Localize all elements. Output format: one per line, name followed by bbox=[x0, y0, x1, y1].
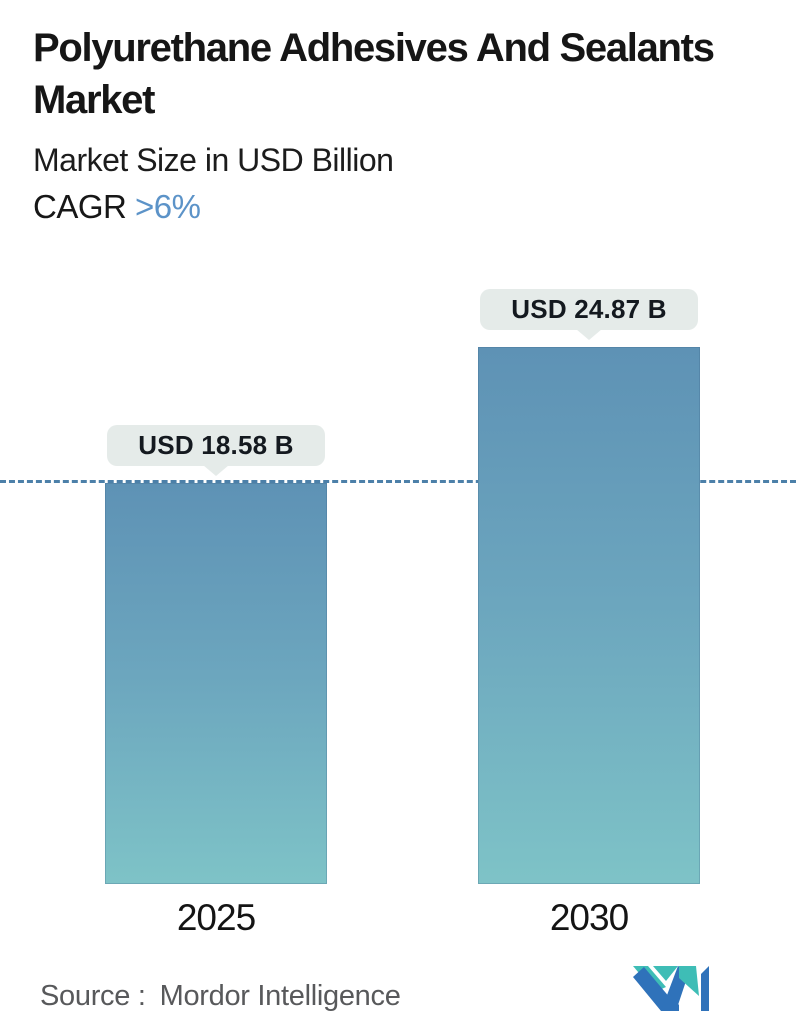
source-label: Source : bbox=[40, 980, 146, 1012]
value-label: USD 24.87 B bbox=[511, 294, 667, 324]
value-label-pill-2025: USD 18.58 B bbox=[107, 425, 325, 476]
x-axis-label-2025: 2025 bbox=[176, 897, 256, 938]
source-value: Mordor Intelligence bbox=[159, 980, 401, 1012]
value-label-pill-2030: USD 24.87 B bbox=[480, 289, 698, 340]
mordor-intelligence-logo bbox=[633, 966, 709, 1011]
page-title: Polyurethane Adhesives And Sealants Mark… bbox=[33, 26, 715, 122]
pill-pointer bbox=[203, 465, 229, 476]
bar-2030[interactable] bbox=[478, 347, 700, 884]
x-axis-label-2030: 2030 bbox=[549, 897, 629, 938]
chart-header: Polyurethane Adhesives And Sealants Mark… bbox=[33, 22, 765, 226]
chart-subtitle: Market Size in USD Billion bbox=[33, 142, 394, 178]
source-attribution: Source : Mordor Intelligence bbox=[40, 980, 401, 1013]
pill-pointer bbox=[576, 329, 602, 340]
bar-2025[interactable] bbox=[105, 483, 327, 884]
cagr-value: >6% bbox=[135, 188, 201, 225]
value-label: USD 18.58 B bbox=[138, 430, 294, 460]
cagr-label: CAGR bbox=[33, 188, 127, 225]
reference-dashed-line bbox=[0, 480, 796, 483]
cagr-line: CAGR >6% bbox=[33, 188, 765, 226]
